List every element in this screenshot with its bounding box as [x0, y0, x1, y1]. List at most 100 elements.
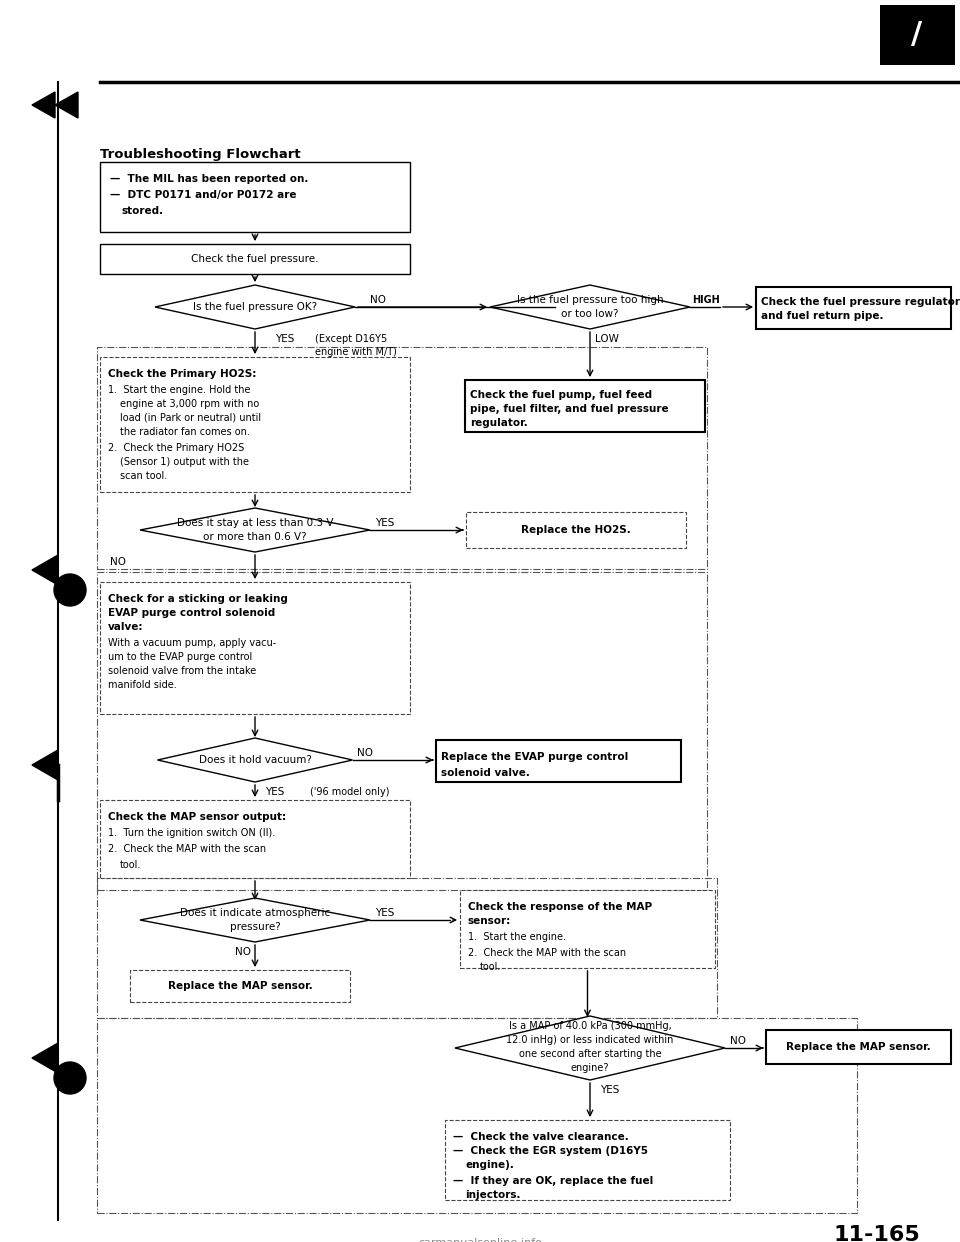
- Text: one second after starting the: one second after starting the: [518, 1049, 661, 1059]
- Bar: [100, 356, 410, 492]
- Bar: [130, 970, 350, 1002]
- Text: 2.  Check the MAP with the scan: 2. Check the MAP with the scan: [468, 948, 626, 958]
- Text: pipe, fuel filter, and fuel pressure: pipe, fuel filter, and fuel pressure: [470, 404, 668, 414]
- Text: 2.  Check the MAP with the scan: 2. Check the MAP with the scan: [108, 845, 266, 854]
- Polygon shape: [32, 92, 55, 118]
- Text: 2.  Check the Primary HO2S: 2. Check the Primary HO2S: [108, 443, 244, 453]
- Polygon shape: [157, 738, 352, 782]
- Text: Check the fuel pressure.: Check the fuel pressure.: [191, 255, 319, 265]
- Text: 1.  Start the engine. Hold the: 1. Start the engine. Hold the: [108, 385, 251, 395]
- Text: Check the fuel pump, fuel feed: Check the fuel pump, fuel feed: [470, 390, 652, 400]
- Text: YES: YES: [265, 787, 284, 797]
- Polygon shape: [32, 555, 58, 585]
- Text: LOW: LOW: [595, 334, 619, 344]
- Text: With a vacuum pump, apply vacu-: With a vacuum pump, apply vacu-: [108, 638, 276, 648]
- Text: sensor:: sensor:: [468, 917, 512, 927]
- Text: Replace the EVAP purge control: Replace the EVAP purge control: [441, 751, 628, 763]
- Text: NO: NO: [370, 296, 386, 306]
- Polygon shape: [455, 1016, 725, 1081]
- Text: NO: NO: [357, 748, 373, 758]
- Text: engine with M/T): engine with M/T): [315, 347, 396, 356]
- Text: (Except D16Y5: (Except D16Y5: [315, 334, 387, 344]
- Polygon shape: [490, 284, 690, 329]
- Text: —  DTC P0171 and/or P0172 are: — DTC P0171 and/or P0172 are: [110, 190, 297, 200]
- Text: NO: NO: [110, 556, 126, 568]
- Polygon shape: [32, 1043, 58, 1073]
- Text: tool.: tool.: [480, 963, 501, 972]
- Text: NO: NO: [235, 946, 251, 958]
- Text: and fuel return pipe.: and fuel return pipe.: [761, 310, 883, 320]
- Bar: [445, 1120, 730, 1200]
- Text: 11-165: 11-165: [833, 1225, 920, 1242]
- Text: carmanualsonline.info: carmanualsonline.info: [418, 1238, 542, 1242]
- Text: Replace the MAP sensor.: Replace the MAP sensor.: [168, 981, 312, 991]
- Bar: [97, 1018, 857, 1213]
- Text: HIGH: HIGH: [692, 296, 720, 306]
- Text: tool.: tool.: [120, 859, 141, 869]
- Text: stored.: stored.: [122, 206, 164, 216]
- Text: Does it hold vacuum?: Does it hold vacuum?: [199, 755, 311, 765]
- Bar: [100, 243, 410, 274]
- Text: Check the fuel pressure regulator: Check the fuel pressure regulator: [761, 297, 960, 307]
- Circle shape: [54, 1062, 86, 1094]
- Text: Does it indicate atmospheric: Does it indicate atmospheric: [180, 908, 330, 918]
- Text: YES: YES: [275, 334, 295, 344]
- Text: YES: YES: [375, 908, 395, 918]
- Text: —  Check the EGR system (D16Y5: — Check the EGR system (D16Y5: [453, 1146, 648, 1156]
- Bar: [100, 582, 410, 714]
- Text: injectors.: injectors.: [465, 1190, 520, 1200]
- Text: Check the response of the MAP: Check the response of the MAP: [468, 902, 652, 912]
- Bar: [880, 5, 955, 65]
- Text: engine).: engine).: [465, 1160, 514, 1170]
- Polygon shape: [155, 284, 355, 329]
- Text: NO: NO: [730, 1036, 746, 1046]
- Bar: [465, 380, 705, 432]
- Text: Replace the MAP sensor.: Replace the MAP sensor.: [786, 1042, 931, 1052]
- Text: Is the fuel pressure too high: Is the fuel pressure too high: [516, 296, 663, 306]
- Text: ('96 model only): ('96 model only): [310, 787, 390, 797]
- Bar: [436, 740, 681, 782]
- Bar: [100, 800, 410, 878]
- Text: Troubleshooting Flowchart: Troubleshooting Flowchart: [100, 148, 300, 161]
- Text: engine?: engine?: [571, 1063, 610, 1073]
- Text: Is a MAP of 40.0 kPa (300 mmHg,: Is a MAP of 40.0 kPa (300 mmHg,: [509, 1021, 671, 1031]
- Bar: [466, 512, 686, 548]
- Text: scan tool.: scan tool.: [120, 471, 167, 481]
- Text: YES: YES: [375, 518, 395, 528]
- Text: manifold side.: manifold side.: [108, 681, 177, 691]
- Text: the radiator fan comes on.: the radiator fan comes on.: [120, 427, 250, 437]
- Polygon shape: [55, 92, 78, 118]
- Text: 1.  Turn the ignition switch ON (II).: 1. Turn the ignition switch ON (II).: [108, 828, 276, 838]
- Text: or more than 0.6 V?: or more than 0.6 V?: [204, 532, 307, 542]
- Text: EVAP purge control solenoid: EVAP purge control solenoid: [108, 609, 276, 619]
- Text: 12.0 inHg) or less indicated within: 12.0 inHg) or less indicated within: [506, 1035, 674, 1045]
- Text: or too low?: or too low?: [562, 309, 619, 319]
- Text: (Sensor 1) output with the: (Sensor 1) output with the: [120, 457, 249, 467]
- Bar: [460, 891, 715, 968]
- Bar: [766, 1030, 951, 1064]
- Polygon shape: [140, 898, 370, 941]
- Circle shape: [54, 574, 86, 606]
- Text: —  Check the valve clearance.: — Check the valve clearance.: [453, 1131, 629, 1141]
- Text: 1.  Start the engine.: 1. Start the engine.: [468, 932, 566, 941]
- Bar: [97, 347, 707, 569]
- Text: Replace the HO2S.: Replace the HO2S.: [521, 525, 631, 535]
- Text: engine at 3,000 rpm with no: engine at 3,000 rpm with no: [120, 399, 259, 409]
- Bar: [756, 287, 951, 329]
- Text: load (in Park or neutral) until: load (in Park or neutral) until: [120, 414, 261, 424]
- Text: um to the EVAP purge control: um to the EVAP purge control: [108, 652, 252, 662]
- Text: Is the fuel pressure OK?: Is the fuel pressure OK?: [193, 302, 317, 312]
- Text: solenoid valve from the intake: solenoid valve from the intake: [108, 666, 256, 676]
- Text: Check the MAP sensor output:: Check the MAP sensor output:: [108, 812, 286, 822]
- Bar: [97, 573, 707, 891]
- Text: pressure?: pressure?: [229, 922, 280, 932]
- Bar: [100, 161, 410, 232]
- Polygon shape: [32, 750, 58, 780]
- Text: valve:: valve:: [108, 622, 143, 632]
- Text: Does it stay at less than 0.3 V: Does it stay at less than 0.3 V: [177, 518, 333, 528]
- Text: YES: YES: [600, 1086, 619, 1095]
- Text: —  If they are OK, replace the fuel: — If they are OK, replace the fuel: [453, 1176, 653, 1186]
- Text: —  The MIL has been reported on.: — The MIL has been reported on.: [110, 174, 308, 184]
- Text: /: /: [911, 21, 923, 50]
- Text: regulator.: regulator.: [470, 419, 528, 428]
